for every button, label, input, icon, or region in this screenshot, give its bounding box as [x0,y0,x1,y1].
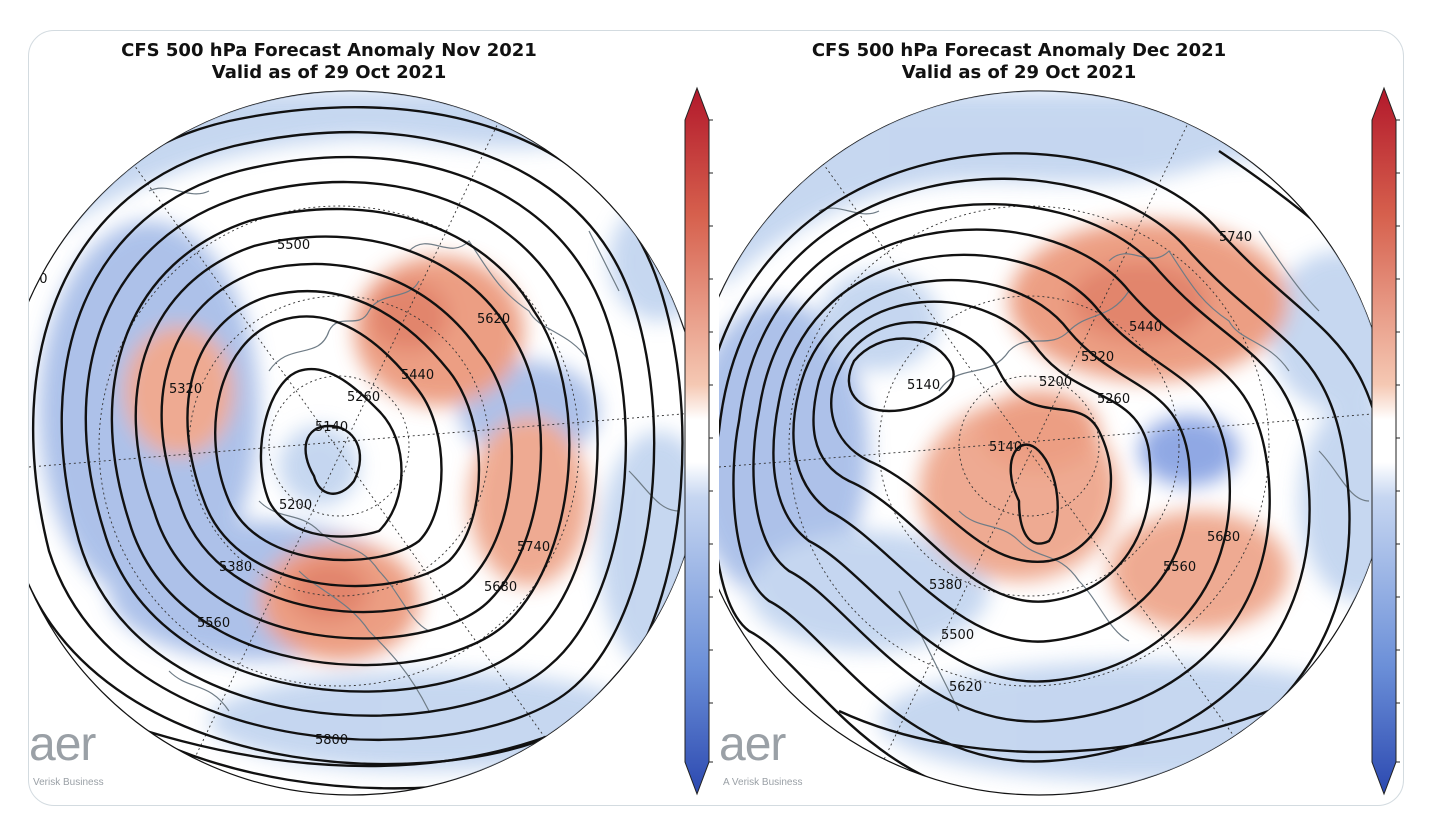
contour-labels: 5740 5440 5320 5260 5200 5140 5140 5680 … [907,230,1252,695]
map-title-nov: CFS 500 hPa Forecast Anomaly Nov 2021 Va… [29,40,629,84]
contour-label: 5500 [941,628,974,643]
contour-label: 5740 [1219,230,1252,245]
polar-map-dec: 5740 5440 5320 5260 5200 5140 5140 5680 … [719,90,1392,796]
contour-label: 5260 [1097,392,1130,407]
map-panel-nov: CFS 500 hPa Forecast Anomaly Nov 2021 Va… [29,31,719,805]
contour-label: 5620 [477,312,510,327]
map-panel-dec: CFS 500 hPa Forecast Anomaly Dec 2021 Va… [719,31,1403,805]
aer-logo: aer [719,718,786,771]
title-line-2: Valid as of 29 Oct 2021 [211,62,447,83]
aer-logo: aer [29,718,96,771]
title-line-2: Valid as of 29 Oct 2021 [901,62,1137,83]
contour-label: 5680 [1207,530,1240,545]
contour-label: 5740 [517,540,550,555]
contour-label: 5680 [484,580,517,595]
contour-label: 5800 [315,733,348,748]
contour-label: 5620 [949,680,982,695]
contour-label: 5380 [929,578,962,593]
contour-label: 5260 [347,390,380,405]
aer-logo-subtext: A Verisk Business [723,777,803,788]
colorbar-dec [1371,86,1400,796]
contour-label: 5440 [1129,320,1162,335]
title-line-1: CFS 500 hPa Forecast Anomaly Dec 2021 [811,40,1227,61]
contour-label: 5320 [1081,350,1114,365]
contour-label: 5200 [1039,375,1072,390]
contour-label: 5440 [401,368,434,383]
graticule [29,120,703,792]
colorbar-nov [684,86,713,796]
contour-label: 5200 [279,498,312,513]
contour-label: 5140 [315,420,348,435]
contour-label: 5140 [907,378,940,393]
coastlines [818,207,1370,712]
contour-label: 5500 [277,238,310,253]
contour-label: 5140 [989,440,1022,455]
contour-label: 5320 [169,382,202,397]
image-card: CFS 500 hPa Forecast Anomaly Nov 2021 Va… [28,30,1404,806]
aer-logo-subtext: Verisk Business [33,777,104,788]
polar-map-nov: 5500 5620 5440 5260 5320 5140 5200 5380 … [29,90,704,796]
contour-label: 5560 [197,616,230,631]
map-title-dec: CFS 500 hPa Forecast Anomaly Dec 2021 Va… [719,40,1319,84]
coastlines [148,187,680,712]
contour-label: 5380 [219,560,252,575]
title-line-1: CFS 500 hPa Forecast Anomaly Nov 2021 [121,40,537,61]
contour-label: 5560 [1163,560,1196,575]
